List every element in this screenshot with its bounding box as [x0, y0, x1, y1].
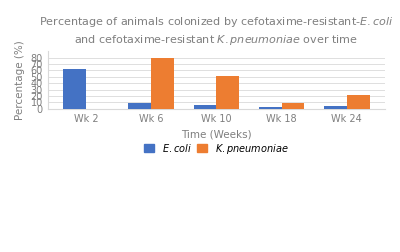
- Bar: [128, 103, 151, 109]
- Bar: [194, 105, 216, 109]
- Bar: [63, 69, 86, 109]
- Bar: [216, 76, 239, 109]
- Bar: [347, 95, 370, 109]
- Y-axis label: Percentage (%): Percentage (%): [15, 40, 25, 120]
- X-axis label: Time (Weeks): Time (Weeks): [181, 129, 252, 139]
- Bar: [259, 107, 282, 109]
- Bar: [282, 103, 304, 109]
- Title: Percentage of animals colonized by cefotaxime-resistant-$\it{E. coli}$
and cefot: Percentage of animals colonized by cefot…: [39, 15, 394, 47]
- Bar: [324, 106, 347, 109]
- Bar: [151, 58, 174, 109]
- Legend: $\it{E. coli}$, $\it{K.pneumoniae}$: $\it{E. coli}$, $\it{K.pneumoniae}$: [140, 138, 292, 160]
